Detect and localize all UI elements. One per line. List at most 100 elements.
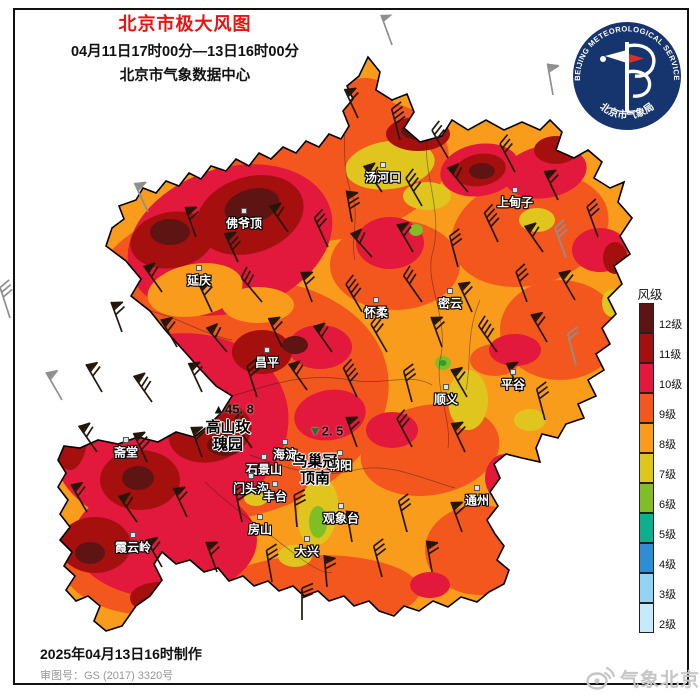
- wind-barb-icon: [172, 486, 188, 518]
- legend-label: 11级: [659, 349, 682, 361]
- wind-barb-icon: [586, 198, 600, 238]
- wind-barb-icon: [268, 202, 289, 233]
- legend-swatch-3级: [639, 573, 654, 603]
- wind-barb-icon: [142, 262, 163, 293]
- wind-barb-icon: [267, 316, 283, 348]
- wind-barb-icon: [342, 358, 359, 398]
- wind-barb-icon: [457, 281, 473, 313]
- wind-barb-icon: [287, 360, 308, 391]
- contour-lv10: [366, 412, 418, 448]
- beijing-meteorological-service-logo: BEIJING METEOROLOGICAL SERVICE 北京市气象局: [573, 22, 681, 130]
- wind-barb-icon: [390, 101, 406, 141]
- wind-barb-icon: [312, 322, 333, 353]
- wind-barb-icon: [77, 422, 98, 453]
- wind-barb-icon: [362, 162, 383, 193]
- map-approval-number: 审图号：GS (2017) 3320号: [40, 670, 174, 682]
- contour-lv7: [278, 545, 312, 567]
- contour-lv12: [207, 434, 243, 456]
- wind-barb-icon: [313, 208, 329, 248]
- wind-barb-icon: [370, 314, 388, 353]
- wind-barb-icon: [554, 219, 568, 259]
- map-header: 北京市极大风图 04月11日17时00分—13日16时00分 北京市气象数据中心: [35, 10, 335, 85]
- wind-barb-icon: [345, 190, 361, 223]
- legend-swatch-9级: [639, 393, 654, 423]
- wind-barb-icon: [0, 279, 13, 319]
- legend-swatch-10级: [639, 363, 654, 393]
- wind-barb-icon: [160, 316, 178, 348]
- legend-swatch-8级: [639, 423, 654, 453]
- wind-barb-icon: [397, 493, 412, 533]
- watermark: 气象北京: [586, 664, 700, 692]
- legend-swatch-7级: [639, 453, 654, 483]
- wind-barb-icon: [349, 228, 373, 258]
- contour-green_spot: [439, 360, 447, 366]
- wind-barb-icon: [300, 271, 316, 303]
- legend-label: 9级: [659, 409, 677, 421]
- contour-lv6: [309, 506, 327, 538]
- wind-barb-icon: [45, 369, 63, 401]
- wind-barb-icon: [430, 316, 446, 348]
- wind-barb-icon: [70, 481, 88, 513]
- legend-label: 2级: [659, 619, 677, 631]
- contour-lv7: [448, 370, 488, 430]
- wind-barb-icon: [543, 169, 559, 201]
- wind-barb-icon: [448, 228, 463, 268]
- contour-lv8: [222, 287, 294, 323]
- wind-barb-icon: [205, 323, 228, 353]
- legend-swatch-12级: [639, 303, 654, 333]
- contour-lv10: [288, 325, 352, 369]
- legend-swatch-5级: [639, 513, 654, 543]
- wind-barb-icon: [265, 543, 279, 583]
- wind-barb-icon: [301, 582, 314, 620]
- wind-barb-icon: [546, 63, 560, 96]
- legend-label: 7级: [659, 469, 677, 481]
- legend-label: 10级: [659, 379, 683, 391]
- contour-lv12: [224, 188, 280, 224]
- wind-barb-icon: [223, 231, 241, 263]
- contour-lv10: [294, 389, 366, 441]
- wind-barb-icon: [132, 431, 150, 463]
- contour-lv11: [130, 582, 190, 614]
- wind-barb-icon: [246, 358, 260, 398]
- wind-barb-icon: [405, 168, 423, 207]
- wind-barb-icon: [85, 361, 103, 393]
- contour-lv11: [232, 330, 292, 374]
- contour-lv10: [410, 572, 450, 598]
- wind-barb-icon: [396, 221, 414, 253]
- wind-barb-icon: [184, 206, 200, 238]
- wind-barb-icon: [450, 501, 466, 533]
- contour-lv12: [282, 336, 308, 354]
- wind-barb-icon: [145, 536, 163, 568]
- contour-lv8: [147, 263, 243, 317]
- wind-barb-icon: [205, 541, 221, 573]
- wind-barb-icon: [483, 203, 500, 243]
- contour-lv6: [409, 224, 423, 236]
- production-time: 2025年04月13日16时制作: [40, 646, 202, 662]
- wind-barb-icon: [117, 492, 138, 523]
- wind-barb-icon: [133, 181, 149, 213]
- wind-barb-icon: [566, 326, 579, 366]
- wind-barb-icon: [446, 163, 469, 193]
- page-title: 北京市极大风图: [118, 14, 252, 34]
- wind-barb-icon: [431, 120, 449, 159]
- wind-barb-icon: [345, 416, 361, 448]
- wind-barb-icon: [450, 366, 468, 398]
- wind-barb-icon: [345, 510, 360, 543]
- legend-swatch-2级: [639, 603, 654, 633]
- legend-swatch-11级: [639, 333, 654, 363]
- wind-barb-icon: [345, 274, 363, 313]
- legend-label: 8级: [659, 439, 677, 451]
- contour-lv7: [244, 490, 268, 506]
- wind-barb-icon: [477, 315, 498, 353]
- legend-label: 3级: [659, 589, 677, 601]
- legend-label: 4级: [659, 559, 677, 571]
- wind-barb-icon: [396, 409, 413, 448]
- wind-barb-icon: [450, 421, 466, 453]
- wind-barbs-layer: [0, 14, 600, 620]
- wind-barb-icon: [402, 265, 423, 303]
- wind-barb-icon: [190, 426, 206, 458]
- legend-title: 风级: [637, 288, 663, 302]
- wind-barb-icon: [558, 269, 576, 301]
- wind-barb-icon: [240, 266, 263, 303]
